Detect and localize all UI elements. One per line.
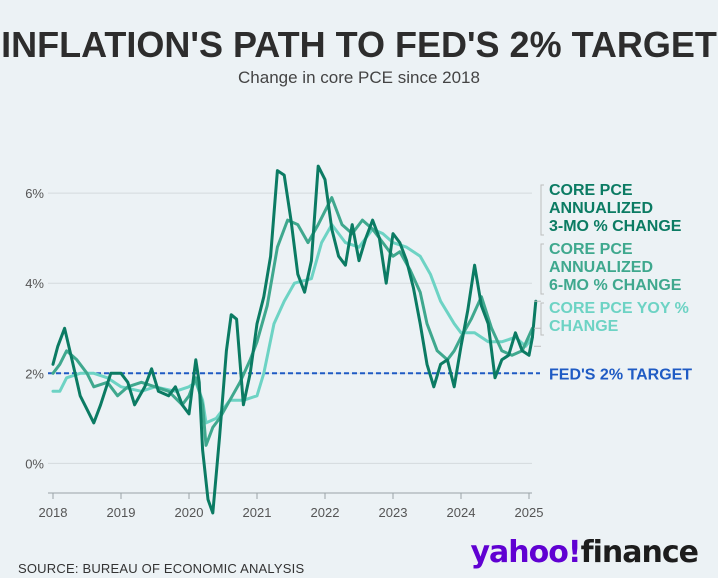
- y-tick-label: 4%: [25, 276, 44, 291]
- legend-label-3mo: 3-MO % CHANGE: [549, 218, 682, 235]
- y-tick-label: 6%: [25, 186, 44, 201]
- series-line-3mo: [51, 164, 538, 515]
- target-label: FED'S 2% TARGET: [549, 366, 692, 383]
- legend-label-6mo: ANNUALIZED: [549, 259, 653, 276]
- legend-bracket: [540, 302, 544, 336]
- legend-label-3mo: ANNUALIZED: [549, 200, 653, 217]
- logo-yahoo: yahoo!: [470, 535, 582, 570]
- x-tick-label: 2024: [447, 505, 476, 520]
- legend-label-6mo: CORE PCE: [549, 241, 633, 258]
- series-line-yoy: [51, 223, 534, 425]
- legend-bracket: [540, 243, 544, 295]
- legend-label-yoy: CORE PCE YOY %: [549, 300, 689, 317]
- x-tick-label: 2021: [243, 505, 272, 520]
- x-tick-label: 2023: [379, 505, 408, 520]
- y-tick-label: 2%: [25, 366, 44, 381]
- chart-subtitle: Change in core PCE since 2018: [238, 68, 480, 87]
- source-note: SOURCE: BUREAU OF ECONOMIC ANALYSIS: [18, 561, 305, 576]
- x-tick-label: 2020: [175, 505, 204, 520]
- legend-label-yoy: CHANGE: [549, 318, 619, 335]
- x-tick-label: 2018: [39, 505, 68, 520]
- x-tick-label: 2025: [515, 505, 544, 520]
- x-tick-label: 2022: [311, 505, 340, 520]
- legend-bracket: [540, 184, 544, 236]
- x-tick-label: 2019: [107, 505, 136, 520]
- y-tick-label: 0%: [25, 456, 44, 471]
- legend-label-6mo: 6-MO % CHANGE: [549, 277, 682, 294]
- yahoo-finance-logo: yahoo!finance: [470, 535, 700, 570]
- logo-finance: finance: [580, 535, 699, 570]
- series-line-6mo: [51, 196, 534, 447]
- legend-label-3mo: CORE PCE: [549, 182, 633, 199]
- chart-title: INFLATION'S PATH TO FED'S 2% TARGET: [1, 24, 717, 65]
